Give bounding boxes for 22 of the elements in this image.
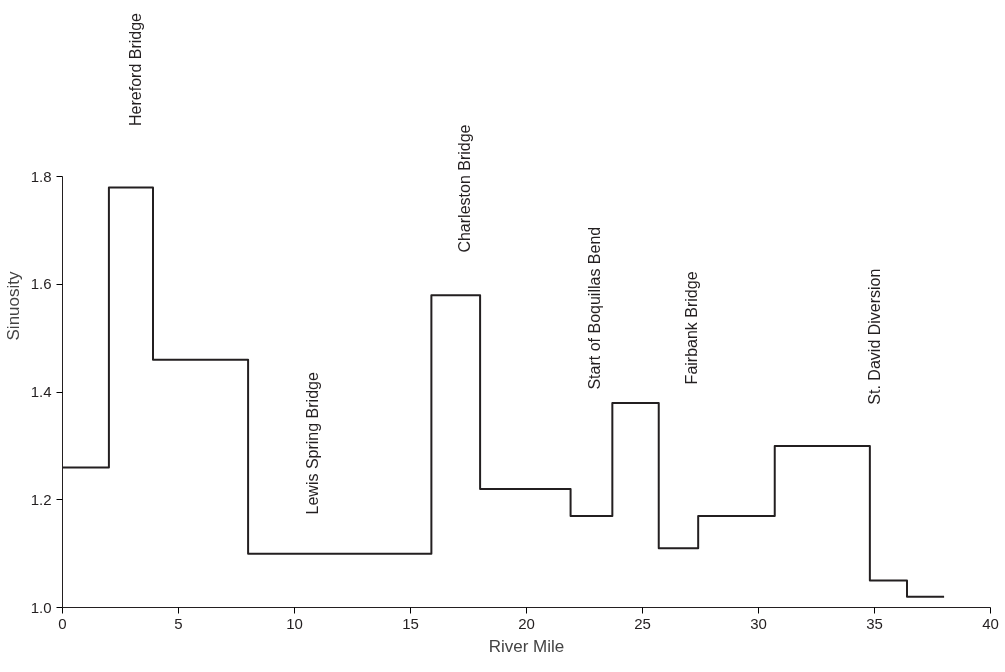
x-tick-label: 10 (286, 614, 303, 632)
x-tick-label: 25 (634, 614, 651, 632)
y-tick-label: 1.0 (30, 598, 52, 616)
x-tick-label: 20 (518, 614, 535, 632)
x-tick-label: 35 (866, 614, 883, 632)
text: Hereford Bridge (127, 12, 145, 126)
x-tick-label: 0 (58, 614, 67, 632)
y-tick-label: 1.2 (30, 490, 52, 508)
annotation: St. David Diversion (866, 268, 883, 405)
x-axis-title: River Mile (488, 636, 565, 656)
annotation: Fairbank Bridge (683, 271, 701, 385)
annotation: Lewis Spring Bridge (303, 372, 321, 515)
y-axis-title: Sinuosity (3, 271, 23, 341)
x-tick-label: 5 (174, 614, 183, 632)
y-tick-label: 1.4 (30, 383, 52, 401)
x-tick-label: 40 (982, 614, 999, 632)
y-tick-label: 1.6 (30, 275, 52, 293)
annotation: Charleston Bridge (455, 124, 473, 253)
x-tick-label: 15 (402, 614, 419, 632)
annotation: Start of Boquillas Bend (585, 226, 603, 390)
y-tick-label: 1.8 (30, 167, 52, 185)
x-tick-label: 30 (750, 614, 767, 632)
